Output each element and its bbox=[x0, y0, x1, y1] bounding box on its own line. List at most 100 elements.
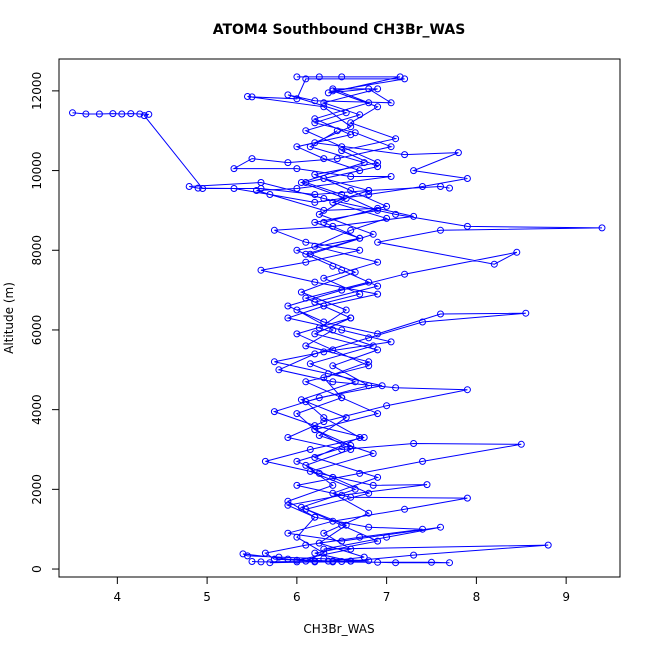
data-point bbox=[320, 218, 328, 226]
data-point bbox=[374, 85, 382, 93]
data-point bbox=[306, 360, 314, 368]
data-point bbox=[329, 222, 337, 230]
data-point bbox=[419, 318, 426, 326]
data-point bbox=[347, 545, 355, 553]
data-point bbox=[356, 234, 364, 242]
data-point bbox=[293, 246, 301, 254]
data-point bbox=[311, 557, 319, 565]
data-point bbox=[338, 326, 346, 334]
data-point bbox=[347, 557, 355, 565]
data-point bbox=[194, 184, 202, 192]
data-point bbox=[365, 278, 373, 286]
y-tick-label: 0 bbox=[30, 565, 44, 573]
data-point bbox=[311, 198, 319, 206]
data-point bbox=[374, 258, 382, 266]
data-point bbox=[284, 497, 292, 505]
data-point bbox=[598, 224, 606, 232]
y-tick-label: 10000 bbox=[30, 151, 44, 189]
data-point bbox=[329, 87, 337, 95]
data-point bbox=[383, 202, 391, 210]
data-point bbox=[297, 503, 305, 511]
data-point bbox=[311, 242, 319, 250]
data-point bbox=[365, 557, 373, 565]
data-point bbox=[356, 290, 364, 298]
data-point bbox=[365, 85, 373, 93]
data-point bbox=[338, 266, 346, 274]
data-point bbox=[230, 185, 238, 192]
data-point bbox=[347, 173, 355, 180]
data-point bbox=[293, 185, 301, 192]
data-point bbox=[244, 552, 251, 560]
data-point bbox=[315, 210, 323, 218]
data-point bbox=[374, 290, 382, 298]
y-tick-label: 6000 bbox=[30, 315, 44, 346]
data-point bbox=[365, 509, 373, 517]
data-point bbox=[365, 334, 373, 342]
data-point bbox=[356, 533, 364, 541]
data-point bbox=[302, 541, 310, 549]
data-point bbox=[419, 525, 426, 533]
y-tick-label: 4000 bbox=[30, 394, 44, 425]
data-point bbox=[293, 73, 301, 81]
data-point bbox=[374, 238, 382, 246]
data-point bbox=[374, 163, 382, 171]
data-point bbox=[369, 342, 377, 350]
data-point bbox=[329, 346, 337, 354]
y-tick-label: 8000 bbox=[30, 235, 44, 266]
data-point bbox=[320, 175, 328, 182]
data-point bbox=[351, 268, 359, 276]
data-point bbox=[401, 75, 409, 83]
data-point bbox=[338, 147, 346, 155]
data-point bbox=[109, 110, 117, 118]
data-point bbox=[320, 195, 328, 202]
data-point bbox=[329, 489, 337, 497]
data-point bbox=[410, 212, 418, 220]
data-point bbox=[351, 129, 359, 137]
data-point bbox=[338, 394, 346, 402]
data-point bbox=[446, 559, 453, 567]
data-point bbox=[311, 298, 319, 306]
data-point bbox=[311, 350, 319, 358]
data-point bbox=[365, 99, 373, 107]
data-point bbox=[293, 410, 301, 418]
data-point bbox=[342, 414, 350, 422]
plot-lines bbox=[72, 76, 603, 564]
data-point bbox=[293, 165, 301, 173]
data-point bbox=[338, 537, 346, 545]
data-point bbox=[320, 418, 328, 426]
data-point bbox=[261, 549, 269, 557]
data-point bbox=[244, 93, 251, 100]
x-tick-label: 4 bbox=[114, 590, 122, 604]
data-point bbox=[324, 370, 332, 378]
data-point bbox=[320, 545, 328, 553]
data-point bbox=[329, 85, 337, 93]
data-point bbox=[311, 549, 319, 557]
data-point bbox=[369, 230, 377, 238]
data-point bbox=[329, 262, 337, 270]
data-point bbox=[266, 191, 274, 198]
data-point bbox=[437, 310, 444, 318]
data-point bbox=[315, 394, 323, 402]
x-tick-label: 8 bbox=[473, 590, 481, 604]
data-point bbox=[360, 434, 368, 441]
data-point bbox=[463, 175, 471, 182]
data-point bbox=[374, 558, 382, 566]
data-point bbox=[419, 183, 426, 190]
data-point bbox=[302, 505, 310, 513]
data-point bbox=[329, 558, 337, 566]
data-point bbox=[230, 165, 238, 173]
data-point bbox=[365, 358, 373, 366]
data-point bbox=[392, 135, 400, 143]
data-point bbox=[284, 159, 292, 167]
data-point bbox=[320, 206, 328, 214]
data-point bbox=[374, 206, 382, 214]
data-point bbox=[392, 559, 400, 567]
x-tick-label: 7 bbox=[383, 590, 391, 604]
data-point bbox=[311, 171, 319, 179]
data-point bbox=[95, 110, 103, 118]
data-point bbox=[351, 485, 359, 493]
data-point bbox=[423, 481, 431, 489]
data-point bbox=[338, 521, 346, 529]
data-point bbox=[302, 250, 310, 258]
data-point bbox=[302, 294, 310, 302]
